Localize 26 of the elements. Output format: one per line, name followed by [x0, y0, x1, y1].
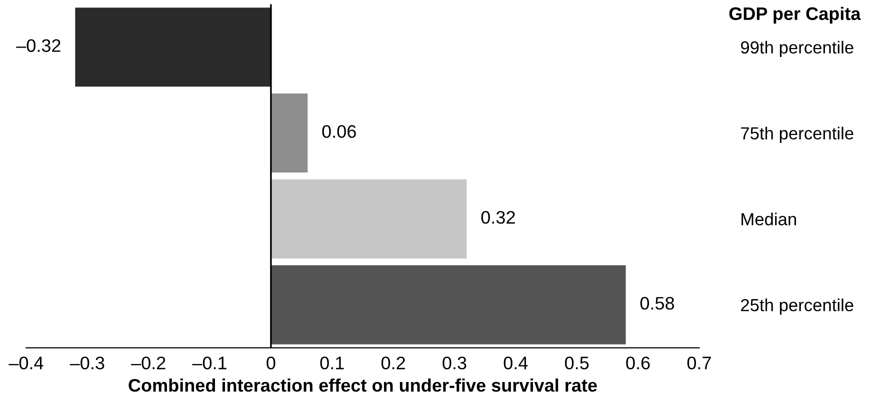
y-tick-label: 25th percentile [741, 298, 854, 315]
x-tick-label: 0.4 [504, 356, 528, 370]
bar [270, 94, 308, 173]
bar [75, 8, 271, 87]
x-tick-label: 0.7 [687, 356, 711, 370]
x-tick-label: –0.1 [192, 356, 226, 370]
y-axis-title: GDP per Capita [729, 6, 861, 24]
bar [270, 179, 467, 258]
x-tick-label: 0.1 [320, 356, 344, 370]
y-tick-label: 75th percentile [741, 126, 854, 143]
x-tick-label: 0 [266, 356, 276, 370]
data-label: 0.58 [640, 296, 674, 310]
x-tick-label: –0.4 [8, 356, 44, 370]
x-tick-label: 0.3 [442, 356, 466, 370]
x-tick-label: –0.2 [131, 356, 166, 370]
data-label: –0.32 [16, 39, 60, 52]
y-tick-label: 99th percentile [740, 40, 854, 58]
x-tick-label: 0.5 [564, 356, 589, 370]
data-label: 0.06 [322, 125, 356, 138]
x-tick-label: 0.2 [381, 356, 405, 370]
data-label: 0.32 [481, 210, 515, 224]
x-tick-label: –0.3 [70, 356, 104, 370]
x-axis-title: Combined interaction effect on under-five survival rate [128, 378, 597, 392]
bar [270, 265, 626, 344]
y-tick-label: Median [742, 212, 796, 226]
x-tick-label: 0.6 [626, 356, 650, 370]
